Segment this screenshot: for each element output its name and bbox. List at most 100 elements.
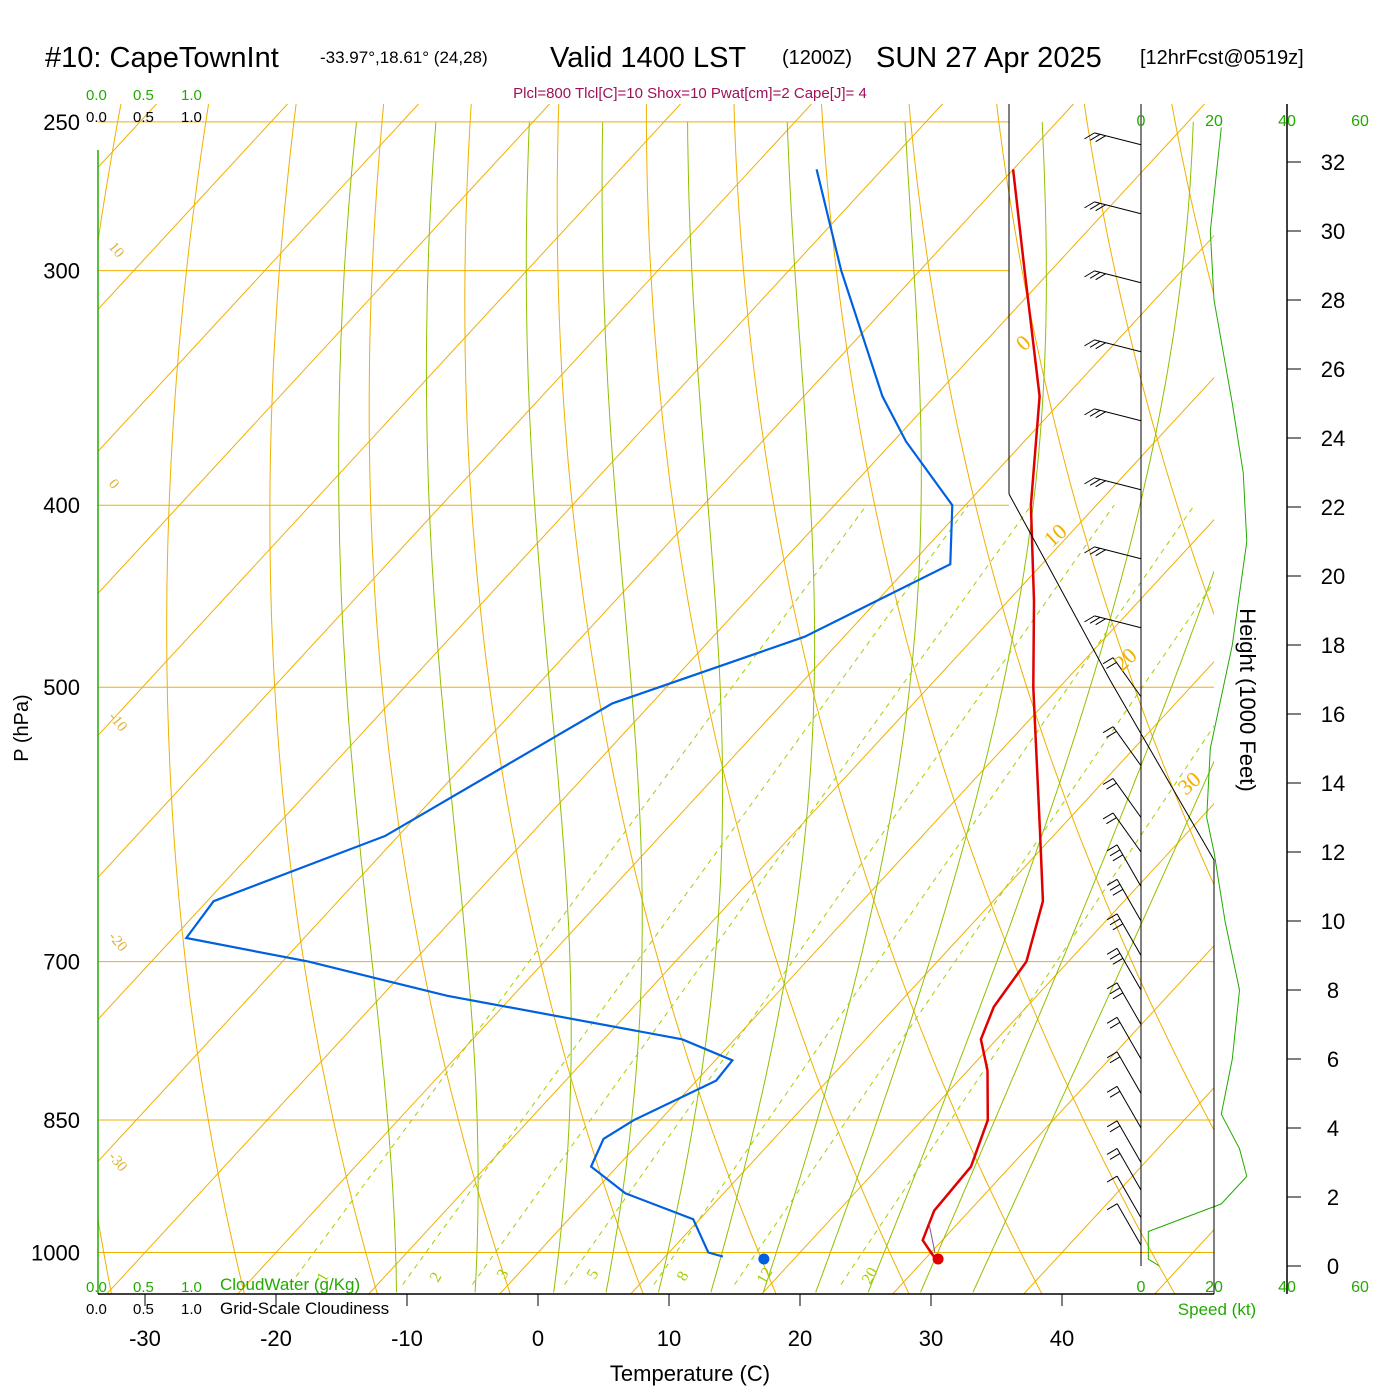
cloud-scale-bottom-green-1: 0.5 — [133, 1279, 154, 1296]
wind-barb-flag — [1089, 202, 1101, 210]
isotherm-line — [98, 104, 419, 453]
sounding-indices: Plcl=800 Tlcl[C]=10 Shox=10 Pwat[cm]=2 C… — [513, 85, 867, 102]
wind-barb — [1106, 982, 1142, 1025]
height-tick-label: 28 — [1321, 288, 1345, 313]
height-tick-label: 16 — [1321, 702, 1345, 727]
wind-barb-flag — [1106, 817, 1117, 825]
wind-barb-shaft — [1116, 1017, 1142, 1060]
wind-barb-flag — [1106, 1175, 1118, 1183]
wind-barb-shaft — [1116, 1148, 1142, 1191]
height-tick-label: 20 — [1321, 564, 1345, 589]
height-tick-label: 32 — [1321, 150, 1345, 175]
speed-tick-bottom-40: 40 — [1278, 1279, 1296, 1296]
surface-temperature-marker — [932, 1253, 944, 1265]
cloud-scale-top-black-1: 0.5 — [133, 109, 154, 126]
dry-adiabat-line — [464, 104, 644, 1294]
temperature-tick-label: 40 — [1050, 1326, 1074, 1351]
mixing-ratio-label: 5 — [584, 1267, 603, 1282]
mixing-ratio-line — [734, 581, 1214, 1285]
wind-barb-flag — [1112, 888, 1124, 896]
wind-barb-flag — [1084, 408, 1095, 416]
speed-tick-bottom-0: 0 — [1137, 1279, 1146, 1296]
wind-barb-flag — [1089, 340, 1101, 348]
wind-barb-shaft — [1116, 913, 1142, 956]
wind-barb-flag — [1112, 992, 1124, 1000]
wind-barb-flag — [1095, 204, 1106, 212]
wind-barb-shaft — [1094, 615, 1142, 629]
wind-barb-flag — [1106, 1120, 1118, 1128]
wind-barb-flag — [1106, 844, 1118, 852]
pressure-tick-label: 500 — [43, 675, 80, 700]
temperature-tick-label: -30 — [129, 1326, 161, 1351]
wind-barb-flag — [1084, 132, 1095, 140]
pressure-tick-label: 250 — [43, 110, 80, 135]
pressure-tick-label: 700 — [43, 950, 80, 975]
isotherm-line — [98, 104, 1074, 1163]
wind-barb-shaft — [1116, 1120, 1142, 1163]
temperature-tick-label: 10 — [657, 1326, 681, 1351]
isotherm-line — [761, 802, 1214, 1294]
wind-barb — [1102, 778, 1142, 818]
wind-barb — [1102, 726, 1142, 767]
wind-barb — [1106, 1175, 1142, 1218]
height-tick-label: 18 — [1321, 633, 1345, 658]
wind-barb-shaft — [1112, 778, 1142, 818]
utc-time: (1200Z) — [782, 47, 852, 69]
wind-barb-flag — [1106, 878, 1118, 886]
wind-barb-shaft — [1094, 132, 1142, 146]
pressure-tick-label: 300 — [43, 259, 80, 284]
mixing-ratio-line — [840, 724, 1214, 1285]
wind-barb-flag — [1106, 661, 1117, 669]
x-axis-title: Temperature (C) — [610, 1361, 770, 1386]
wind-barb-flag — [1112, 957, 1124, 965]
mixing-ratio-label: 12 — [754, 1265, 777, 1287]
dry-adiabat-line — [1171, 104, 1214, 298]
height-tick-label: 6 — [1327, 1047, 1339, 1072]
moist-adiabat-line — [762, 121, 922, 1293]
station-title: #10: CapeTownInt — [45, 42, 279, 74]
pressure-tick-label: 850 — [43, 1108, 80, 1133]
wind-barb — [1084, 201, 1142, 215]
wind-barb-flag — [1109, 1153, 1121, 1160]
wind-barb-shaft — [1116, 844, 1142, 887]
moist-adiabat-line — [972, 760, 1214, 1293]
wind-barb — [1106, 1051, 1142, 1094]
cloud-scale-top-black-0: 0.0 — [86, 109, 107, 126]
dry-adiabat-line — [908, 104, 1214, 1132]
wind-barb-shaft — [1112, 726, 1142, 767]
cloudiness-label: Grid-Scale Cloudiness — [220, 1299, 389, 1318]
wind-barb-flag — [1106, 982, 1118, 990]
mixing-ratio-line — [564, 504, 1115, 1285]
dry-adiabat-line — [368, 104, 511, 1294]
wind-barb — [1106, 1085, 1142, 1129]
wind-barb-shaft — [1116, 1051, 1142, 1094]
speed-tick-bottom-20: 20 — [1205, 1279, 1223, 1296]
wind-barb-shaft — [1112, 812, 1142, 853]
left-isotherm-label: -10 — [105, 709, 130, 735]
wind-barb-flag — [1089, 409, 1101, 417]
wind-barb-flag — [1109, 883, 1121, 891]
moist-adiabat-line — [425, 121, 479, 1293]
wind-barb-shaft — [1116, 879, 1142, 922]
wind-barb-flag — [1109, 1125, 1121, 1133]
wind-barb — [1084, 132, 1142, 146]
wind-barb — [1106, 1120, 1142, 1163]
wind-barb-flag — [1102, 657, 1114, 665]
wind-barb-flag — [1095, 480, 1106, 488]
wind-barb-flag — [1089, 547, 1101, 555]
wind-barb — [1102, 812, 1142, 853]
height-tick-label: 12 — [1321, 840, 1345, 865]
height-tick-label: 8 — [1327, 978, 1339, 1003]
isotherm-line — [237, 234, 1214, 1294]
isotherm-line — [98, 104, 943, 1021]
cloud-scale-top-green-1: 0.5 — [133, 87, 154, 104]
height-tick-label: 0 — [1327, 1254, 1339, 1279]
moist-adiabat-line — [920, 570, 1214, 1293]
wind-barb-shaft — [1116, 948, 1142, 991]
temperature-tick-label: 20 — [788, 1326, 812, 1351]
dry-adiabat-line — [996, 104, 1214, 886]
wind-barb-flag — [1109, 1090, 1121, 1098]
isotherm-line — [1154, 1228, 1214, 1294]
mixing-ratio-label: 2 — [427, 1270, 446, 1285]
wind-barb — [1102, 657, 1142, 698]
